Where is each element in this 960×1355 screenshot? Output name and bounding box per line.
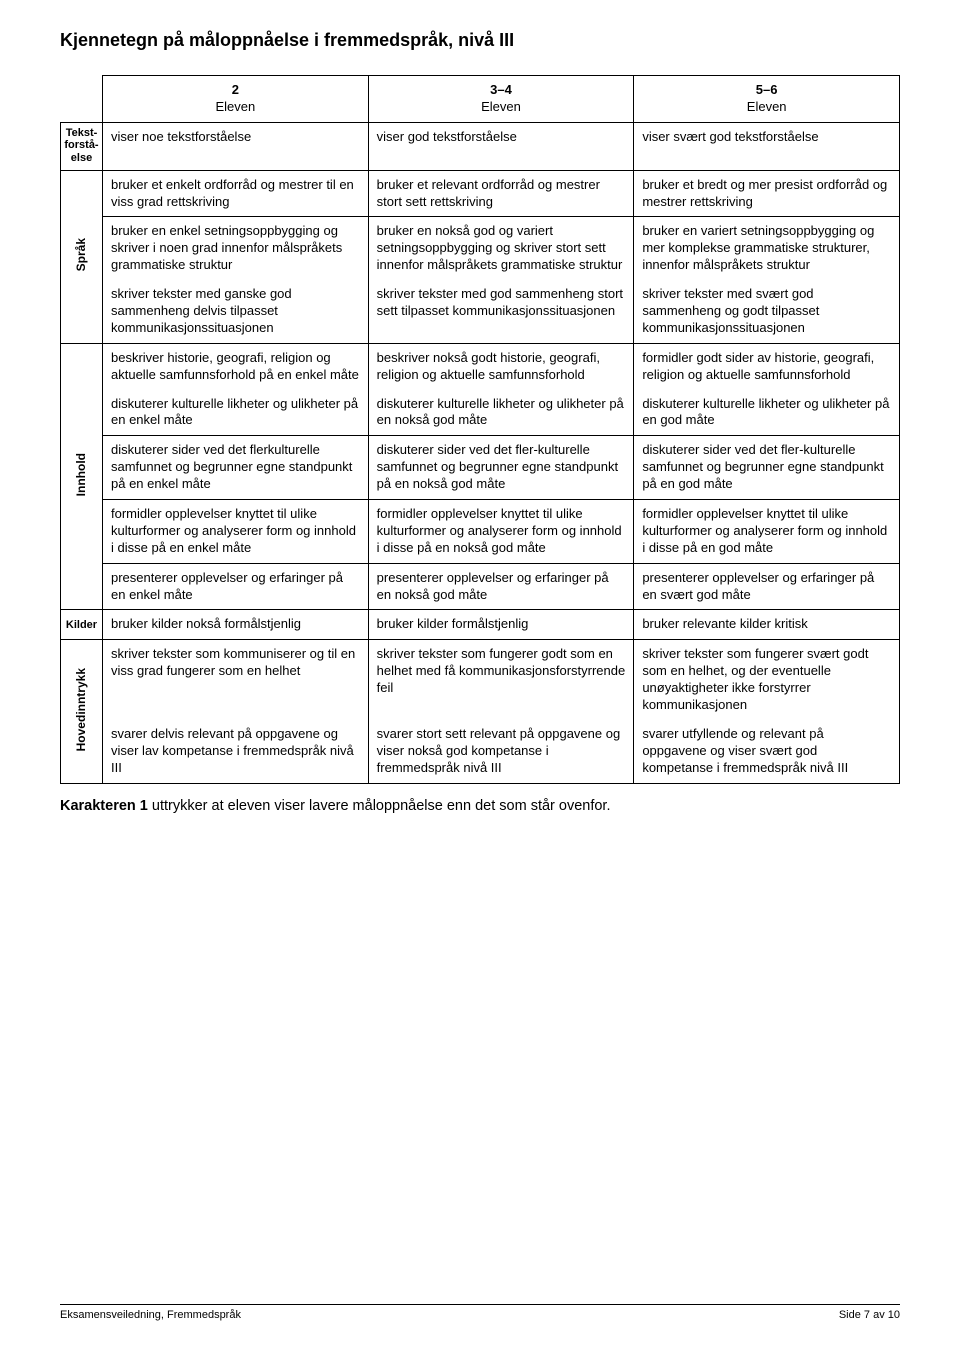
col-header-34: 3–4 Eleven [368, 76, 634, 123]
cell: skriver tekster med god sammenheng stort… [368, 280, 634, 343]
cell: presenterer opplevelser og erfaringer på… [368, 563, 634, 610]
page-footer: Eksamensveiledning, Fremmedspråk Side 7 … [60, 1304, 900, 1321]
col-num: 2 [111, 82, 360, 99]
cell: svarer delvis relevant på oppgavene og v… [103, 720, 369, 783]
cell: skriver tekster som kommuniserer og til … [103, 640, 369, 720]
table-row: Innhold beskriver historie, geografi, re… [61, 343, 900, 389]
cell: viser god tekstforståelse [368, 122, 634, 170]
col-header-56: 5–6 Eleven [634, 76, 900, 123]
rubric-table: 2 Eleven 3–4 Eleven 5–6 Eleven Tekst-for… [60, 75, 900, 784]
table-row: formidler opplevelser knyttet til ulike … [61, 500, 900, 564]
cell: diskuterer kulturelle likheter og ulikhe… [103, 390, 369, 436]
table-row: Hovedinntrykk skriver tekster som kommun… [61, 640, 900, 720]
footnote-text: uttrykker at eleven viser lavere måloppn… [148, 798, 611, 814]
cell: presenterer opplevelser og erfaringer på… [634, 563, 900, 610]
col-who: Eleven [642, 99, 891, 116]
cell: formidler opplevelser knyttet til ulike … [103, 500, 369, 564]
cell: skriver tekster med ganske god sammenhen… [103, 280, 369, 343]
cell: bruker en enkel setningsoppbygging og sk… [103, 217, 369, 280]
table-row: presenterer opplevelser og erfaringer på… [61, 563, 900, 610]
cell: formidler opplevelser knyttet til ulike … [368, 500, 634, 564]
cell: skriver tekster med svært god sammenheng… [634, 280, 900, 343]
cell: beskriver historie, geografi, religion o… [103, 343, 369, 389]
table-row: svarer delvis relevant på oppgavene og v… [61, 720, 900, 783]
cell: bruker relevante kilder kritisk [634, 610, 900, 640]
row-category-kilder: Kilder [61, 610, 103, 640]
cell: diskuterer sider ved det fler-kulturelle… [368, 436, 634, 500]
cell: skriver tekster som fungerer godt som en… [368, 640, 634, 720]
col-header-2: 2 Eleven [103, 76, 369, 123]
cell: skriver tekster som fungerer svært godt … [634, 640, 900, 720]
table-row: Kilder bruker kilder nokså formålstjenli… [61, 610, 900, 640]
col-num: 3–4 [377, 82, 626, 99]
cell: beskriver nokså godt historie, geografi,… [368, 343, 634, 389]
table-row: skriver tekster med ganske god sammenhen… [61, 280, 900, 343]
cell: presenterer opplevelser og erfaringer på… [103, 563, 369, 610]
table-row: diskuterer kulturelle likheter og ulikhe… [61, 390, 900, 436]
cell: bruker et bredt og mer presist ordforråd… [634, 170, 900, 217]
table-row: diskuterer sider ved det flerkulturelle … [61, 436, 900, 500]
cell: formidler godt sider av historie, geogra… [634, 343, 900, 389]
cell: bruker et enkelt ordforråd og mestrer ti… [103, 170, 369, 217]
footnote: Karakteren 1 uttrykker at eleven viser l… [60, 798, 900, 814]
footer-right: Side 7 av 10 [839, 1309, 900, 1321]
cell: viser svært god tekstforståelse [634, 122, 900, 170]
cell: diskuterer kulturelle likheter og ulikhe… [634, 390, 900, 436]
cell: bruker et relevant ordforråd og mestrer … [368, 170, 634, 217]
cell: bruker kilder nokså formålstjenlig [103, 610, 369, 640]
cell: bruker en nokså god og variert setningso… [368, 217, 634, 280]
cell: diskuterer kulturelle likheter og ulikhe… [368, 390, 634, 436]
col-num: 5–6 [642, 82, 891, 99]
cell: formidler opplevelser knyttet til ulike … [634, 500, 900, 564]
footnote-bold: Karakteren 1 [60, 798, 148, 814]
cell: bruker kilder formålstjenlig [368, 610, 634, 640]
row-category-innhold: Innhold [61, 343, 103, 610]
col-who: Eleven [377, 99, 626, 116]
table-header-row: 2 Eleven 3–4 Eleven 5–6 Eleven [61, 76, 900, 123]
table-row: bruker en enkel setningsoppbygging og sk… [61, 217, 900, 280]
cell: bruker en variert setningsoppbygging og … [634, 217, 900, 280]
table-row: Tekst-forstå-else viser noe tekstforståe… [61, 122, 900, 170]
cell: viser noe tekstforståelse [103, 122, 369, 170]
col-who: Eleven [111, 99, 360, 116]
cell: svarer utfyllende og relevant på oppgave… [634, 720, 900, 783]
cell: diskuterer sider ved det flerkulturelle … [103, 436, 369, 500]
table-row: Språk bruker et enkelt ordforråd og mest… [61, 170, 900, 217]
page-title: Kjennetegn på måloppnåelse i fremmedsprå… [60, 30, 900, 51]
footer-left: Eksamensveiledning, Fremmedspråk [60, 1309, 241, 1321]
cell: diskuterer sider ved det fler-kulturelle… [634, 436, 900, 500]
row-category-hoved: Hovedinntrykk [61, 640, 103, 783]
row-category-tekst: Tekst-forstå-else [61, 122, 103, 170]
cell: svarer stort sett relevant på oppgavene … [368, 720, 634, 783]
row-category-sprak: Språk [61, 170, 103, 343]
